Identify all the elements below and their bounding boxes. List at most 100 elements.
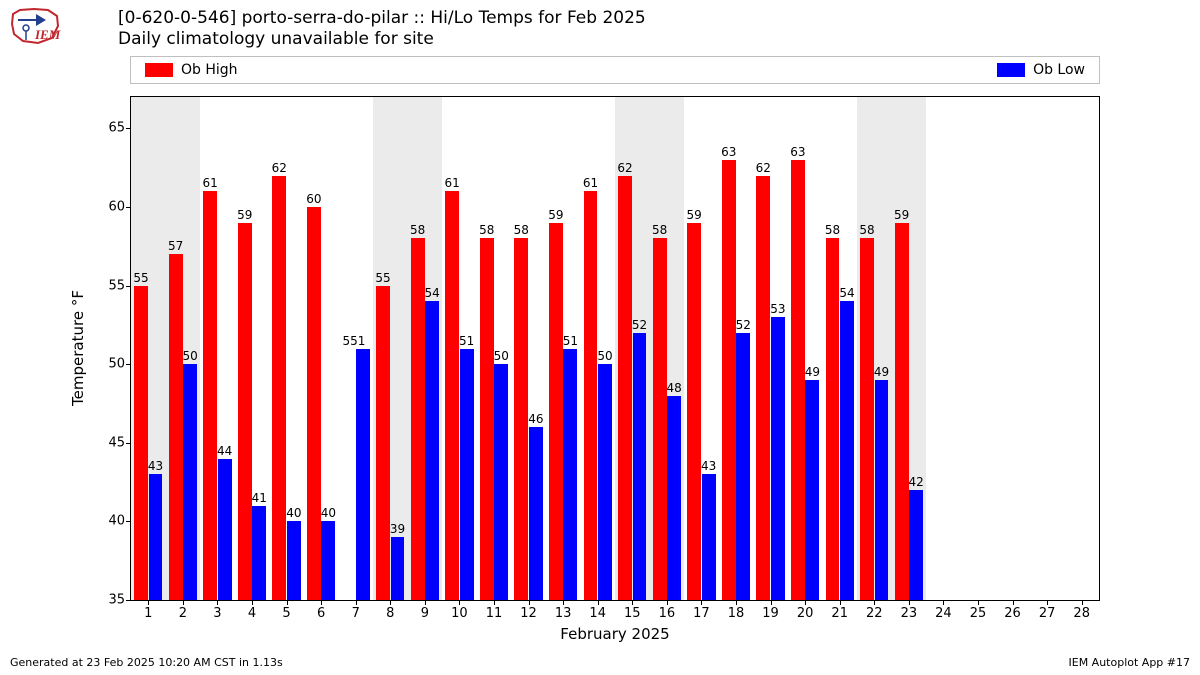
bar-label-low: 40 [321, 506, 336, 520]
bar-high [272, 176, 286, 600]
x-tick-mark [356, 600, 357, 605]
x-tick-label: 26 [1004, 606, 1021, 621]
bar-label-high: 63 [721, 145, 736, 159]
x-tick-label: 9 [421, 606, 429, 621]
bar-low [875, 380, 889, 600]
bar-low [805, 380, 819, 600]
x-tick-label: 19 [762, 606, 779, 621]
bar-high [514, 238, 528, 600]
bar-high [860, 238, 874, 600]
x-tick-mark [632, 600, 633, 605]
bar-high [203, 191, 217, 600]
bar-high [549, 223, 563, 600]
x-tick-mark [771, 600, 772, 605]
bar-label-low: 50 [597, 349, 612, 363]
y-tick-label: 60 [108, 200, 125, 215]
bar-label-high: 58 [825, 223, 840, 237]
x-tick-label: 24 [935, 606, 952, 621]
bar-label-high: 58 [479, 223, 494, 237]
bar-low [909, 490, 923, 600]
x-tick-mark [598, 600, 599, 605]
x-tick-label: 12 [520, 606, 537, 621]
bar-label-high: 58 [514, 223, 529, 237]
y-tick-label: 65 [108, 121, 125, 136]
x-tick-label: 1 [144, 606, 152, 621]
x-tick-label: 15 [624, 606, 641, 621]
bar-label-low: 52 [736, 318, 751, 332]
title-line-2: Daily climatology unavailable for site [118, 29, 646, 50]
y-tick-label: 35 [108, 593, 125, 608]
x-tick-label: 20 [797, 606, 814, 621]
bar-label-low: 49 [874, 365, 889, 379]
bar-label-low: 52 [632, 318, 647, 332]
bar-label-high: 62 [756, 161, 771, 175]
x-tick-label: 5 [282, 606, 290, 621]
bar-label-low: 50 [494, 349, 509, 363]
title-line-1: [0-620-0-546] porto-serra-do-pilar :: Hi… [118, 8, 646, 29]
bar-label-high: 61 [445, 176, 460, 190]
bar-high [791, 160, 805, 600]
x-tick-label: 8 [386, 606, 394, 621]
bar-label-high: 62 [272, 161, 287, 175]
bar-label-low: 43 [701, 459, 716, 473]
y-tick-mark [126, 128, 131, 129]
x-tick-mark [736, 600, 737, 605]
y-tick-label: 40 [108, 514, 125, 529]
x-tick-label: 6 [317, 606, 325, 621]
legend-label-high: Ob High [181, 62, 238, 78]
y-tick-label: 50 [108, 357, 125, 372]
bar-label-low: 40 [286, 506, 301, 520]
bar-label-low: 54 [839, 286, 854, 300]
bar-label-low: 43 [148, 459, 163, 473]
x-tick-mark [667, 600, 668, 605]
x-tick-mark [701, 600, 702, 605]
bar-low [667, 396, 681, 600]
x-tick-mark [217, 600, 218, 605]
bar-low [598, 364, 612, 600]
bar-label-low: 54 [424, 286, 439, 300]
footer-generated: Generated at 23 Feb 2025 10:20 AM CST in… [10, 656, 283, 669]
bar-high [584, 191, 598, 600]
bar-low [183, 364, 197, 600]
x-tick-label: 22 [866, 606, 883, 621]
x-tick-mark [909, 600, 910, 605]
bar-label-low: 50 [182, 349, 197, 363]
x-tick-mark [840, 600, 841, 605]
bar-high [445, 191, 459, 600]
bar-high [411, 238, 425, 600]
bar-label-low: 39 [390, 522, 405, 536]
bar-label-low: 44 [217, 444, 232, 458]
chart-title: [0-620-0-546] porto-serra-do-pilar :: Hi… [118, 8, 646, 51]
x-tick-label: 18 [728, 606, 745, 621]
bar-label-high: 58 [859, 223, 874, 237]
x-tick-mark [321, 600, 322, 605]
bar-low [287, 521, 301, 600]
x-tick-label: 27 [1039, 606, 1056, 621]
bar-high [169, 254, 183, 600]
bar-label-high: 55 [133, 271, 148, 285]
bar-low [840, 301, 854, 600]
x-tick-label: 23 [901, 606, 918, 621]
x-tick-mark [529, 600, 530, 605]
bar-label-low: 51 [563, 334, 578, 348]
bar-high [722, 160, 736, 600]
bar-label-low: 42 [908, 475, 923, 489]
bar-low [633, 333, 647, 600]
bar-low [736, 333, 750, 600]
bar-high [480, 238, 494, 600]
bar-label-high: 63 [790, 145, 805, 159]
y-tick-mark [126, 600, 131, 601]
x-tick-label: 14 [589, 606, 606, 621]
bar-label-high: 55 [375, 271, 390, 285]
bar-label-low: 48 [666, 381, 681, 395]
x-tick-label: 7 [352, 606, 360, 621]
x-tick-mark [805, 600, 806, 605]
bar-low [391, 537, 405, 600]
x-tick-mark [459, 600, 460, 605]
x-tick-label: 4 [248, 606, 256, 621]
bar-high [756, 176, 770, 600]
bar-label-low: 46 [528, 412, 543, 426]
bar-low [218, 459, 232, 600]
bar-low [563, 349, 577, 601]
x-tick-label: 28 [1073, 606, 1090, 621]
